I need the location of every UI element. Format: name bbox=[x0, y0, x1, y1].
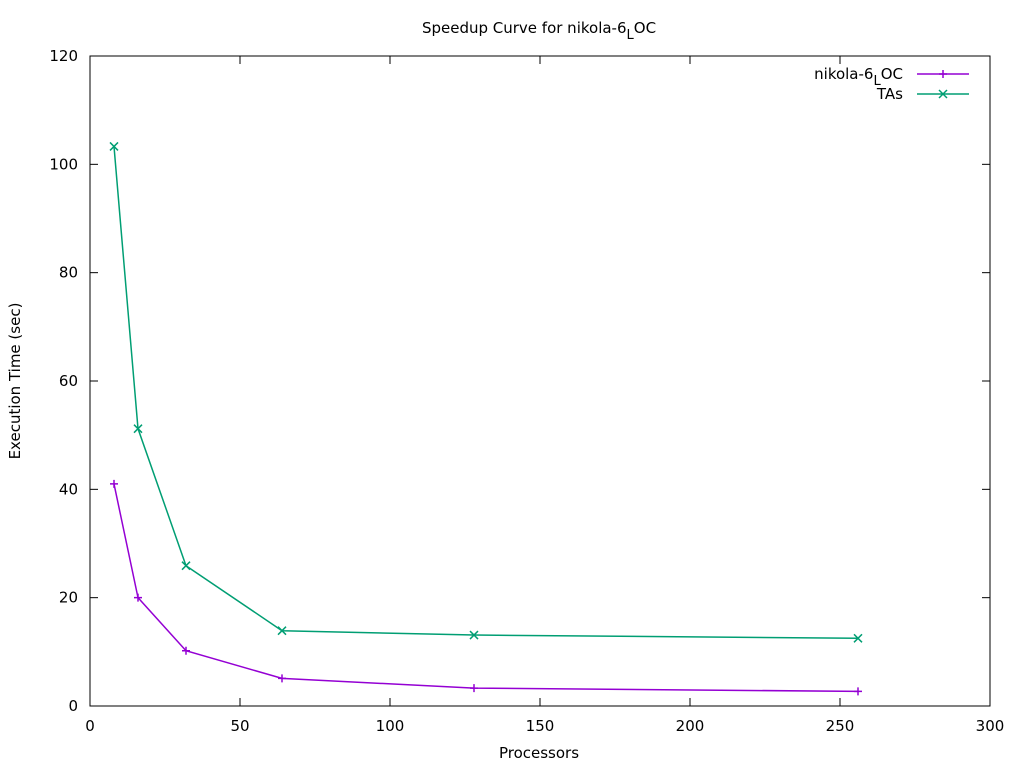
legend-item: nikola-6LOC bbox=[814, 65, 969, 89]
x-axis-label: Processors bbox=[499, 744, 579, 762]
y-tick-label: 80 bbox=[59, 264, 78, 282]
data-point bbox=[854, 687, 862, 696]
data-point bbox=[853, 633, 863, 643]
legend-label: TAs bbox=[876, 85, 903, 103]
legend-item: TAs bbox=[876, 85, 969, 103]
series-layer bbox=[109, 141, 863, 696]
y-tick-label: 40 bbox=[59, 480, 78, 498]
plot-frame bbox=[89, 55, 991, 707]
data-point bbox=[278, 674, 286, 683]
x-tick-label: 250 bbox=[826, 717, 855, 735]
legend-marker bbox=[938, 89, 948, 99]
chart-title: Speedup Curve for nikola-6LOC bbox=[422, 19, 656, 43]
series-line bbox=[113, 483, 859, 693]
chart-title-subscript: L bbox=[627, 28, 635, 43]
data-point bbox=[133, 424, 143, 434]
y-axis: 0 20 40 60 80 100 120 bbox=[49, 47, 990, 715]
y-axis-label: Execution Time (sec) bbox=[6, 303, 24, 460]
data-point bbox=[470, 684, 478, 693]
x-tick-label: 0 bbox=[85, 717, 95, 735]
data-point bbox=[181, 561, 191, 571]
x-tick-label: 100 bbox=[376, 717, 405, 735]
data-point bbox=[469, 630, 479, 640]
data-point bbox=[277, 626, 287, 636]
chart-title-suffix: OC bbox=[634, 19, 656, 37]
y-tick-label: 0 bbox=[68, 697, 78, 715]
series-1 bbox=[110, 479, 862, 696]
x-tick-label: 200 bbox=[676, 717, 705, 735]
data-point bbox=[182, 646, 190, 655]
x-tick-label: 50 bbox=[230, 717, 249, 735]
y-tick-label: 60 bbox=[59, 372, 78, 390]
legend-label: nikola-6LOC bbox=[814, 65, 903, 89]
x-axis: 0 50 100 150 200 250 300 bbox=[85, 56, 1004, 735]
x-tick-label: 150 bbox=[526, 717, 555, 735]
y-tick-label: 100 bbox=[49, 155, 78, 173]
series-2 bbox=[109, 141, 863, 643]
y-tick-label: 120 bbox=[49, 47, 78, 65]
series-line bbox=[113, 146, 859, 640]
chart-title-main: Speedup Curve for nikola-6 bbox=[422, 19, 627, 37]
legend-marker bbox=[939, 70, 947, 78]
x-tick-label: 300 bbox=[976, 717, 1005, 735]
y-tick-label: 20 bbox=[59, 589, 78, 607]
data-point bbox=[134, 593, 142, 602]
data-point bbox=[110, 479, 118, 488]
data-point bbox=[109, 141, 119, 151]
